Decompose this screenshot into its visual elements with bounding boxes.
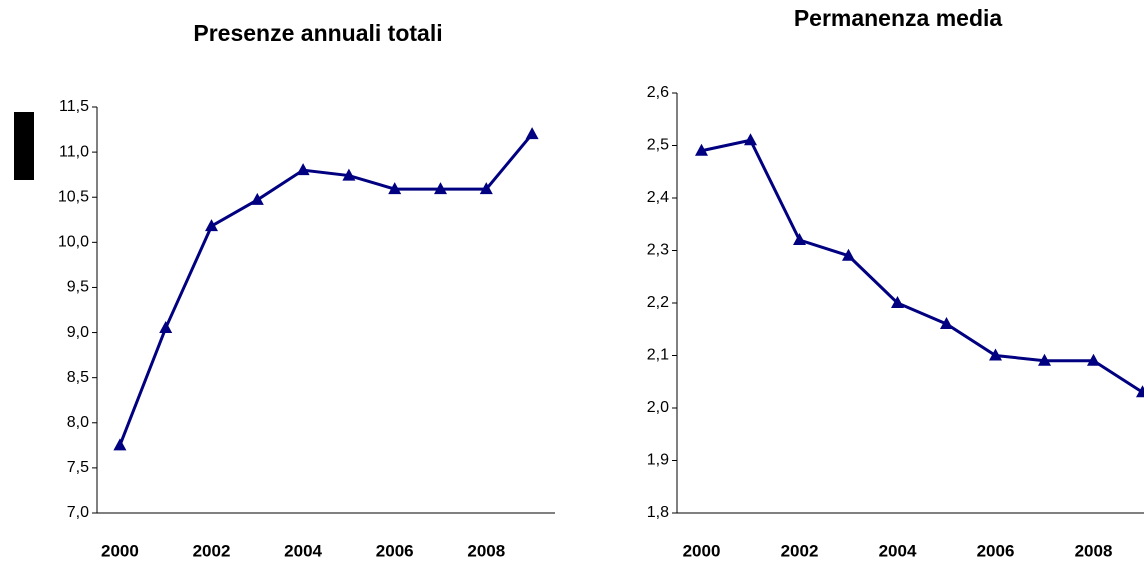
data-point bbox=[388, 182, 402, 195]
y-tick-label: 11,0 bbox=[59, 143, 89, 160]
data-point bbox=[744, 133, 757, 146]
data-point bbox=[205, 219, 218, 232]
x-tick-label: 2004 bbox=[284, 541, 322, 560]
y-tick-label: 2,4 bbox=[647, 189, 669, 206]
y-tick-label: 2,3 bbox=[647, 242, 669, 259]
y-tick-label: 7,0 bbox=[67, 504, 89, 521]
y-tick-label: 11,5 bbox=[59, 98, 89, 115]
y-tick-label: 8,0 bbox=[67, 414, 89, 431]
x-tick-label: 2000 bbox=[101, 541, 139, 560]
x-tick-label: 2008 bbox=[467, 541, 505, 560]
y-tick-label: 8,5 bbox=[67, 369, 89, 386]
series-line bbox=[701, 138, 1144, 394]
y-tick-label: 1,8 bbox=[647, 504, 669, 521]
data-point bbox=[940, 317, 953, 329]
x-tick-label: 2000 bbox=[683, 541, 721, 560]
data-point bbox=[113, 438, 127, 451]
y-tick-label: 2,2 bbox=[647, 294, 669, 311]
data-point bbox=[296, 163, 310, 176]
data-point bbox=[250, 192, 264, 205]
y-tick-label: 2,1 bbox=[647, 347, 669, 364]
x-tick-label: 2004 bbox=[879, 541, 917, 560]
data-point bbox=[989, 348, 1002, 361]
data-point bbox=[159, 321, 173, 334]
data-point bbox=[1038, 353, 1051, 366]
y-tick-label: 2,0 bbox=[647, 399, 669, 416]
y-tick-label: 9,0 bbox=[67, 324, 89, 341]
x-tick-label: 2008 bbox=[1075, 541, 1113, 560]
redaction bbox=[14, 112, 34, 180]
y-tick-label: 10,0 bbox=[58, 234, 89, 251]
data-point bbox=[842, 248, 855, 261]
y-tick-label: 2,6 bbox=[647, 84, 669, 101]
y-tick-label: 1,9 bbox=[647, 452, 669, 469]
data-point bbox=[695, 143, 708, 156]
x-tick-label: 2002 bbox=[193, 541, 231, 560]
data-point bbox=[342, 168, 356, 181]
data-point bbox=[1087, 353, 1100, 366]
x-tick-label: 2006 bbox=[977, 541, 1015, 560]
y-tick-label: 7,5 bbox=[67, 459, 89, 476]
data-point bbox=[793, 233, 806, 245]
data-point bbox=[434, 182, 447, 195]
series-line bbox=[118, 133, 534, 446]
chart-title: Presenze annuali totali bbox=[193, 20, 442, 46]
y-tick-label: 2,5 bbox=[647, 137, 669, 154]
y-tick-label: 10,5 bbox=[58, 188, 89, 205]
y-tick-label: 9,5 bbox=[67, 279, 89, 296]
x-tick-label: 2002 bbox=[781, 541, 819, 560]
data-point bbox=[891, 296, 904, 308]
data-point bbox=[525, 127, 539, 140]
chart-title: Permanenza media bbox=[794, 5, 1003, 31]
data-point bbox=[479, 182, 493, 195]
data-point bbox=[1136, 385, 1144, 398]
x-tick-label: 2006 bbox=[376, 541, 414, 560]
